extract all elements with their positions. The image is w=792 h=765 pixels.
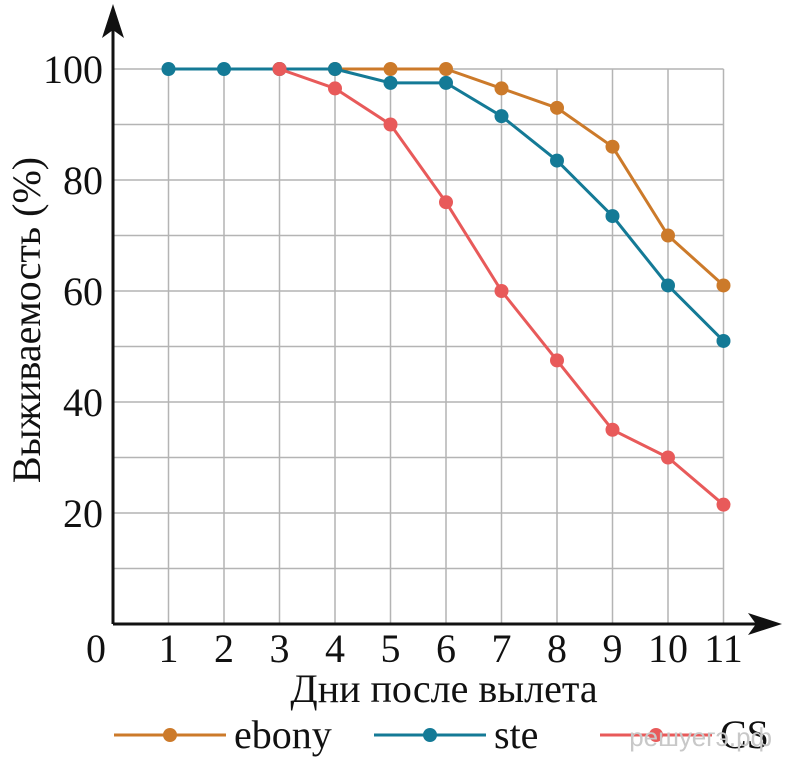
legend-item-ste: ste [374, 712, 538, 757]
data-point [494, 81, 509, 96]
x-tick-label: 9 [603, 626, 623, 671]
y-tick-labels: 20 40 60 80 100 [43, 47, 103, 536]
x-tick-label: 0 [86, 626, 106, 671]
data-point [605, 422, 620, 437]
y-tick-label: 20 [63, 491, 103, 536]
data-point [439, 75, 453, 90]
data-point [605, 139, 620, 154]
y-axis-arrow [102, 4, 124, 38]
legend-label: ste [494, 712, 538, 757]
x-tick-label: 11 [704, 626, 743, 671]
y-axis-title: Выживаемость (%) [4, 157, 49, 483]
data-point [217, 62, 231, 76]
data-point [494, 109, 509, 124]
data-point [661, 450, 675, 465]
data-point [383, 62, 398, 76]
axes [102, 4, 782, 635]
y-tick-label: 40 [63, 380, 103, 425]
series-layer [161, 62, 731, 512]
data-point [716, 278, 731, 293]
data-point [383, 75, 398, 90]
data-point [716, 333, 731, 348]
x-tick-label: 8 [547, 626, 567, 671]
legend-marker [649, 728, 663, 742]
data-point [272, 62, 287, 76]
x-axis-title: Дни после вылета [290, 666, 597, 711]
x-tick-label: 1 [159, 626, 179, 671]
data-point [383, 117, 398, 132]
data-point [550, 100, 564, 115]
data-point [161, 62, 176, 76]
data-point [494, 284, 509, 298]
legend-label: ebony [234, 712, 332, 757]
x-tick-label: 10 [648, 626, 688, 671]
data-point [605, 209, 620, 224]
x-tick-label: 2 [214, 626, 234, 671]
y-tick-label: 80 [63, 158, 103, 203]
data-point [661, 228, 675, 243]
data-point [550, 353, 564, 368]
legend-marker [163, 728, 177, 742]
data-point [716, 497, 731, 512]
x-tick-label: 6 [436, 626, 456, 671]
legend-marker [423, 728, 437, 742]
data-point [550, 153, 564, 168]
data-point [439, 195, 453, 210]
series-cs [272, 62, 731, 512]
x-tick-label: 5 [381, 626, 401, 671]
legend: ebony ste CS [114, 712, 769, 757]
x-tick-label: 4 [325, 626, 345, 671]
x-tick-label: 3 [270, 626, 290, 671]
data-point [328, 62, 342, 76]
x-tick-label: 7 [492, 626, 512, 671]
data-point [661, 278, 675, 293]
x-tick-labels: 0 1 2 3 4 5 6 7 8 9 10 11 [86, 626, 743, 671]
legend-item-ebony: ebony [114, 712, 332, 757]
grid [113, 68, 725, 624]
watermark: решуегэ.рф [629, 722, 772, 752]
data-point [328, 81, 342, 96]
legend-label: CS [720, 712, 769, 757]
legend-item-cs: CS [600, 712, 769, 757]
y-tick-label: 100 [43, 47, 103, 92]
y-tick-label: 60 [63, 269, 103, 314]
data-point [439, 62, 453, 76]
x-axis-arrow [748, 613, 782, 635]
